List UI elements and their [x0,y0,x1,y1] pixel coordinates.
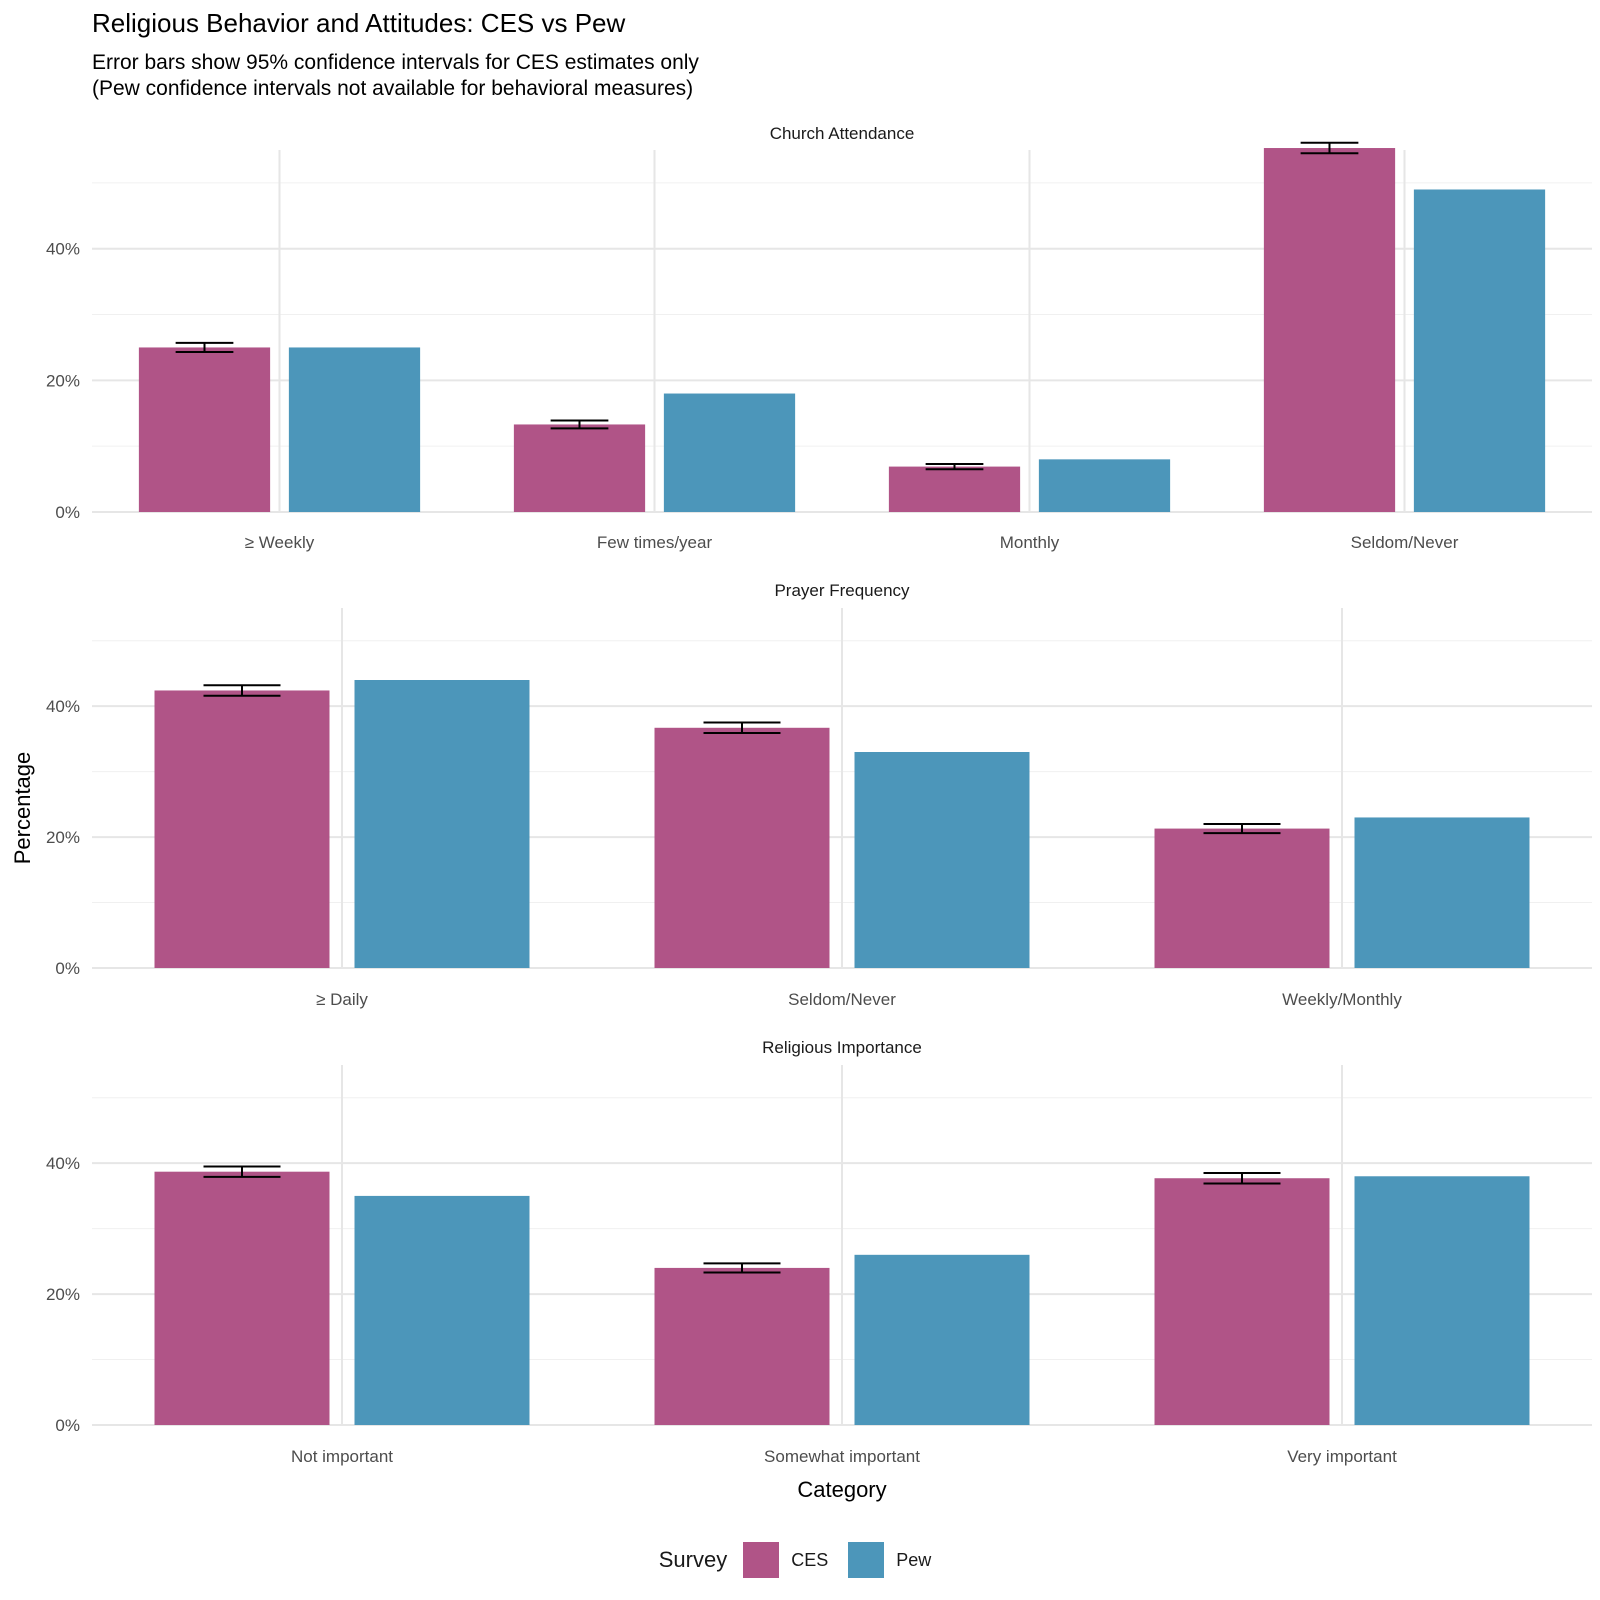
y-axis-title: Percentage [10,752,35,865]
x-tick-label: Very important [1287,1447,1397,1466]
x-axis-title: Category [797,1477,886,1502]
subtitle-line-1: Error bars show 95% confidence intervals… [92,51,699,74]
bar-pew [1038,459,1171,512]
x-tick-label: Seldom/Never [788,990,896,1009]
y-tick-label: 0% [55,1416,80,1435]
legend-label-pew: Pew [896,1549,932,1570]
legend-item-ces: CES [743,1542,828,1578]
bar-pew [854,752,1030,968]
y-tick-label: 20% [46,371,80,390]
panel-title: Prayer Frequency [774,581,910,600]
legend-label-ces: CES [791,1549,829,1570]
bar-pew [663,393,796,512]
bar-pew [1354,1176,1530,1425]
y-tick-label: 40% [46,1154,80,1173]
y-tick-label: 0% [55,503,80,522]
bar-ces [1263,148,1396,512]
panel-title: Church Attendance [770,124,915,143]
bar-ces [1154,1178,1330,1425]
x-tick-label: Weekly/Monthly [1282,990,1402,1009]
x-tick-label: ≥ Weekly [245,533,315,552]
legend-title: Survey [658,1547,728,1572]
x-tick-label: Somewhat important [764,1447,920,1466]
legend-key-ces [743,1542,780,1578]
bar-pew [854,1254,1030,1425]
panel-2: Prayer Frequency 0% 20% 40% ≥ Daily Seldom/Ne… [46,581,1592,1009]
chart-title: Religious Behavior and Attitudes: CES vs… [92,8,626,38]
legend-item-pew: Pew [848,1542,931,1578]
bar-pew [1354,817,1530,968]
x-tick-label: Not important [291,1447,393,1466]
y-tick-label: 0% [55,959,80,978]
chart-subtitle: Error bars show 95% confidence intervals… [92,50,699,102]
x-tick-label: Seldom/Never [1351,533,1459,552]
bar-pew [1413,189,1546,512]
bar-pew [354,1195,530,1425]
panel-3: Religious Importance 0% 20% 40% Not importan… [46,1038,1592,1466]
y-tick-label: 20% [46,1285,80,1304]
legend: Survey CES Pew [0,1535,1600,1585]
bar-ces [154,690,330,968]
panel-1: Church Attendance 0% 20% 40% ≥ Weekly Few tim… [46,124,1592,552]
x-tick-label: ≥ Daily [316,990,368,1009]
x-tick-label: Monthly [1000,533,1060,552]
bar-pew [288,347,421,512]
x-tick-label: Few times/year [597,533,713,552]
legend-key-pew [848,1542,885,1578]
bar-ces [513,424,646,512]
y-tick-label: 40% [46,240,80,259]
panel-title: Religious Importance [762,1038,922,1057]
bar-ces [154,1171,330,1425]
faceted-bar-chart: Church Attendance 0% 20% 40% ≥ Weekly Few tim… [10,124,1592,1502]
bar-ces [138,347,271,512]
bar-ces [654,727,830,968]
y-tick-label: 40% [46,697,80,716]
subtitle-line-2: (Pew confidence intervals not available … [92,77,694,100]
bar-ces [654,1267,830,1425]
y-tick-label: 20% [46,828,80,847]
bar-ces [888,466,1021,512]
bar-pew [354,680,530,968]
bar-ces [1154,828,1330,968]
